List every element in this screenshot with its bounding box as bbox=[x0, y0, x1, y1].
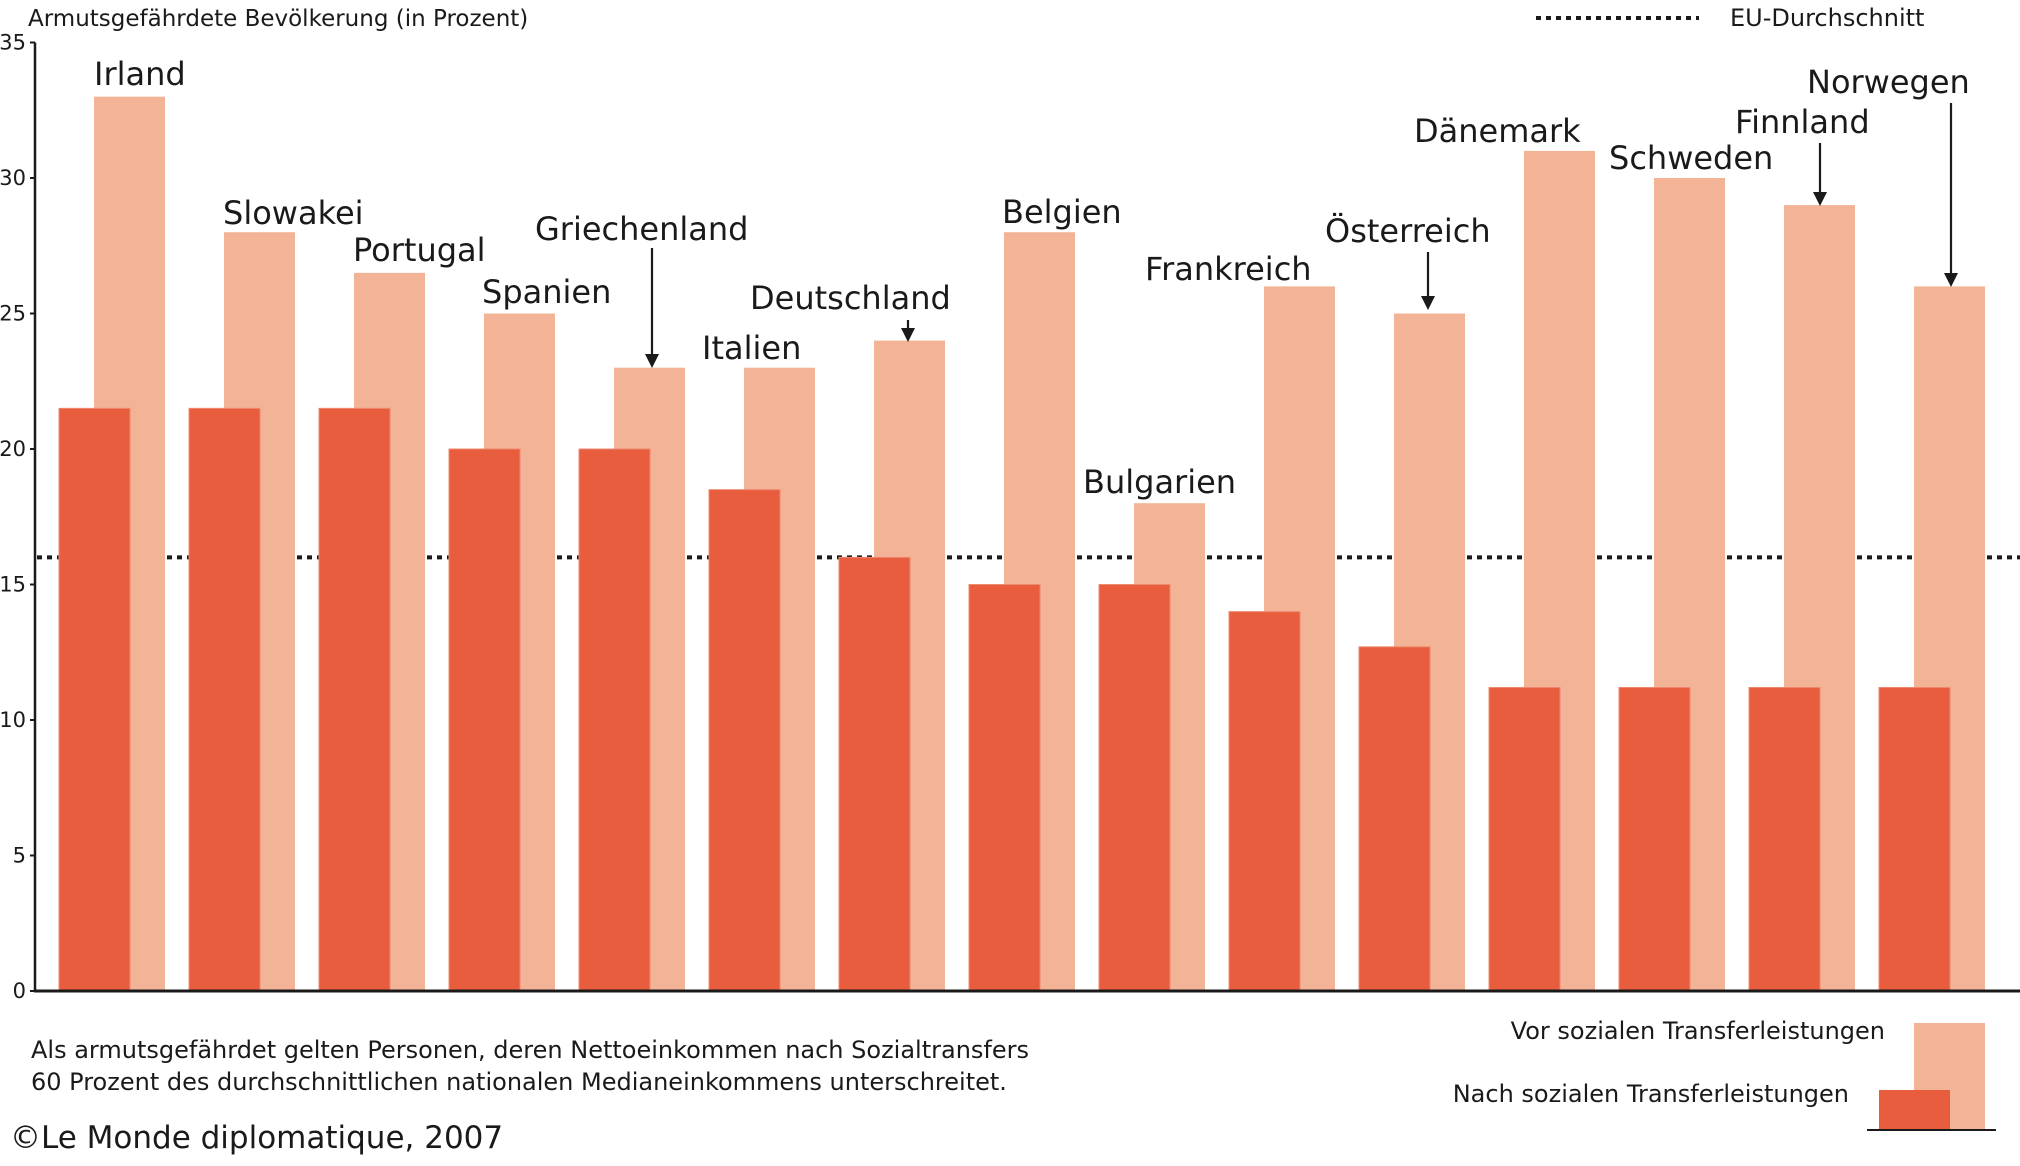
bar-after-1 bbox=[188, 407, 261, 992]
country-label: Belgien bbox=[1002, 193, 1122, 231]
footnote-line-1: Als armutsgefährdet gelten Personen, der… bbox=[31, 1036, 1029, 1064]
bars-after-transfers bbox=[58, 407, 1951, 992]
country-label: Frankreich bbox=[1145, 250, 1312, 288]
y-tick-label: 15 bbox=[0, 573, 26, 597]
label-arrow-head-icon bbox=[1944, 273, 1958, 287]
y-tick-label: 25 bbox=[0, 302, 26, 326]
bar-after-3 bbox=[448, 448, 521, 992]
country-label: Finnland bbox=[1735, 103, 1870, 141]
bar-after-4 bbox=[578, 448, 651, 992]
y-axis: 0 5 10 15 20 25 30 35 bbox=[0, 31, 2020, 1003]
country-label: Norwegen bbox=[1807, 63, 1970, 101]
bar-after-13 bbox=[1748, 686, 1821, 992]
legend-eu-label: EU-Durchschnitt bbox=[1730, 4, 1924, 32]
label-arrow-head-icon bbox=[645, 354, 659, 368]
y-tick-label: 5 bbox=[13, 844, 26, 868]
country-label: Schweden bbox=[1609, 139, 1773, 177]
country-label: Österreich bbox=[1325, 212, 1491, 250]
bar-after-7 bbox=[968, 584, 1041, 992]
y-tick-label: 35 bbox=[0, 31, 26, 55]
bar-after-12 bbox=[1618, 686, 1691, 992]
bar-after-6 bbox=[838, 556, 911, 992]
legend-series: Vor sozialen Transferleistungen Nach soz… bbox=[1453, 1017, 1996, 1131]
bar-after-5 bbox=[708, 489, 781, 992]
country-label: Italien bbox=[702, 329, 801, 367]
source-credit: ©Le Monde diplomatique, 2007 bbox=[10, 1120, 503, 1156]
bar-after-8 bbox=[1098, 584, 1171, 992]
legend-label-before: Vor sozialen Transferleistungen bbox=[1511, 1017, 1885, 1045]
bar-after-2 bbox=[318, 407, 391, 992]
country-label: Deutschland bbox=[750, 279, 951, 317]
country-label: Dänemark bbox=[1414, 112, 1581, 150]
country-label: Spanien bbox=[482, 273, 611, 311]
bar-after-11 bbox=[1488, 686, 1561, 992]
legend-eu-average: EU-Durchschnitt bbox=[1536, 4, 1924, 32]
label-arrow-head-icon bbox=[1813, 192, 1827, 206]
chart-title: Armutsgefährdete Bevölkerung (in Prozent… bbox=[28, 6, 528, 32]
bar-after-9 bbox=[1228, 611, 1301, 992]
legend-swatch-after bbox=[1879, 1090, 1950, 1130]
bar-after-14 bbox=[1878, 686, 1951, 992]
label-arrow-head-icon bbox=[901, 328, 915, 342]
legend-label-after: Nach sozialen Transferleistungen bbox=[1453, 1080, 1849, 1108]
label-arrow-head-icon bbox=[1421, 296, 1435, 310]
bar-after-10 bbox=[1358, 646, 1431, 992]
y-tick-label: 0 bbox=[13, 979, 26, 1003]
y-tick-label: 10 bbox=[0, 708, 26, 732]
country-label: Portugal bbox=[353, 231, 486, 269]
footnote-line-2: 60 Prozent des durchschnittlichen nation… bbox=[31, 1068, 1007, 1096]
country-label: Slowakei bbox=[223, 194, 364, 232]
country-label: Griechenland bbox=[535, 210, 748, 248]
y-tick-label: 20 bbox=[0, 437, 26, 461]
country-label: Bulgarien bbox=[1083, 463, 1236, 501]
country-label: Irland bbox=[94, 55, 186, 93]
bar-after-0 bbox=[58, 407, 131, 992]
y-tick-label: 30 bbox=[0, 166, 26, 190]
